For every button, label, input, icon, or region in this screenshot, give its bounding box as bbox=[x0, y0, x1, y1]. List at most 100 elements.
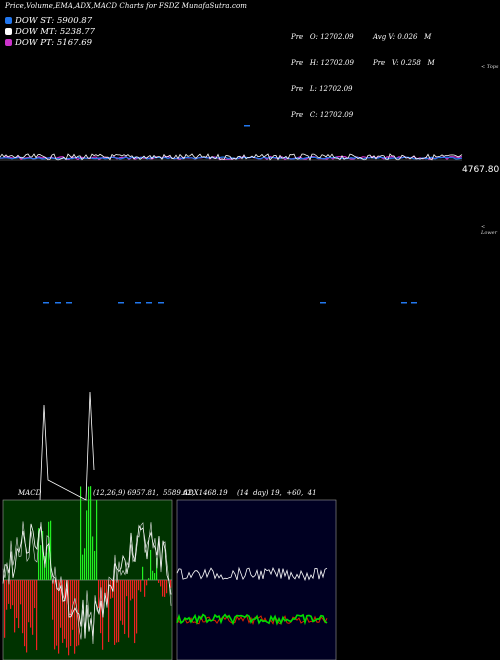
macd-histogram-bar bbox=[88, 486, 90, 580]
marker-dash bbox=[43, 302, 49, 304]
macd-histogram-bar bbox=[26, 580, 28, 653]
macd-histogram-bar bbox=[78, 580, 80, 646]
macd-histogram-bar bbox=[16, 580, 18, 619]
macd-histogram-bar bbox=[166, 580, 168, 594]
macd-histogram-bar bbox=[100, 580, 102, 634]
macd-histogram-bar bbox=[6, 580, 8, 610]
ohlc-open: Pre O: 12702.09 bbox=[291, 33, 354, 42]
legend-item-st: DOW ST: 5900.87 bbox=[5, 16, 95, 27]
macd-histogram-bar bbox=[142, 566, 144, 580]
macd-histogram-bar bbox=[42, 531, 44, 580]
macd-histogram-bar bbox=[38, 528, 40, 580]
marker-dash bbox=[55, 302, 61, 304]
macd-histogram-bar bbox=[162, 580, 164, 597]
ohlc-low: Pre L: 12702.09 bbox=[291, 84, 353, 93]
legend-label-pt: DOW PT: 5167.69 bbox=[15, 38, 93, 48]
adx-line bbox=[176, 566, 328, 582]
macd-histogram-bar bbox=[86, 510, 88, 580]
macd-histogram-bar bbox=[114, 580, 116, 645]
macd-histogram-bar bbox=[152, 570, 154, 580]
macd-histogram-bar bbox=[62, 580, 64, 643]
macd-panel bbox=[2, 391, 173, 660]
marker-dash bbox=[411, 302, 417, 304]
macd-histogram-bar bbox=[82, 554, 84, 580]
adx-params: (14 day) 19, +60, 41 bbox=[237, 489, 317, 497]
macd-histogram-bar bbox=[8, 580, 10, 604]
legend-swatch-pt bbox=[5, 39, 12, 46]
axis-note-tops: < Tops bbox=[481, 64, 499, 70]
macd-histogram-bar bbox=[24, 580, 26, 647]
macd-histogram-bar bbox=[46, 552, 48, 580]
marker-dash bbox=[244, 125, 250, 127]
macd-histogram-bar bbox=[90, 486, 92, 580]
macd-histogram-bar bbox=[108, 580, 110, 642]
macd-histogram-bar bbox=[34, 580, 36, 609]
macd-histogram-bar bbox=[156, 558, 158, 580]
macd-histogram-bar bbox=[158, 580, 160, 583]
macd-histogram-bar bbox=[120, 580, 122, 621]
adx-label: ADX bbox=[183, 489, 199, 497]
macd-histogram-bar bbox=[52, 580, 54, 620]
macd-signal-line bbox=[2, 521, 172, 645]
macd-histogram-bar bbox=[112, 580, 114, 598]
macd-histogram-bar bbox=[54, 580, 56, 650]
legend-swatch-st bbox=[5, 17, 12, 24]
price-layer bbox=[0, 125, 463, 304]
adx-plus-di-line bbox=[176, 613, 328, 626]
macd-histogram-bar bbox=[150, 549, 152, 580]
marker-dash bbox=[66, 302, 72, 304]
macd-histogram-bar bbox=[18, 580, 20, 629]
macd-histogram-bar bbox=[164, 580, 166, 597]
macd-histogram-bar bbox=[94, 550, 96, 580]
macd-histogram-bar bbox=[84, 548, 86, 580]
macd-histogram-bar bbox=[160, 580, 162, 587]
marker-dash bbox=[135, 302, 141, 304]
macd-histogram-bar bbox=[144, 580, 146, 597]
macd-histogram-bar bbox=[76, 580, 78, 647]
volume-block: Avg V: 0.026 M Pre V: 0.258 M bbox=[373, 16, 435, 76]
legend-label-st: DOW ST: 5900.87 bbox=[15, 16, 93, 26]
macd-histogram-bar bbox=[132, 580, 134, 599]
avg-volume: Avg V: 0.026 M bbox=[373, 33, 432, 42]
macd-histogram-bar bbox=[154, 573, 156, 580]
macd-histogram-bar bbox=[96, 499, 98, 580]
ohlc-block: Pre O: 12702.09 Pre H: 12702.09 Pre L: 1… bbox=[291, 16, 354, 128]
macd-histogram-bar bbox=[104, 580, 106, 597]
macd-histogram-bar bbox=[138, 580, 140, 591]
macd-histogram-bar bbox=[56, 580, 58, 646]
macd-histogram-bar bbox=[68, 580, 70, 656]
macd-histogram-bar bbox=[122, 580, 124, 625]
marker-dash bbox=[146, 302, 152, 304]
macd-label: MACD bbox=[18, 489, 42, 497]
legend-item-mt: DOW MT: 5238.77 bbox=[5, 27, 95, 38]
marker-dash bbox=[401, 302, 407, 304]
macd-histogram-bar bbox=[36, 580, 38, 651]
macd-histogram-bar bbox=[146, 580, 148, 586]
macd-spike-line bbox=[39, 391, 95, 501]
marker-dash bbox=[320, 302, 326, 304]
macd-histogram-bar bbox=[66, 580, 68, 648]
last-price-label: 4767.80 bbox=[462, 165, 500, 175]
macd-histogram-bar bbox=[148, 578, 150, 580]
macd-histogram-bar bbox=[20, 580, 22, 605]
macd-histogram-bar bbox=[124, 580, 126, 634]
macd-histogram-bar bbox=[58, 580, 60, 654]
marker-dash bbox=[118, 302, 124, 304]
macd-histogram-bar bbox=[136, 580, 138, 634]
macd-histogram-bar bbox=[134, 580, 136, 644]
marker-dash bbox=[158, 302, 164, 304]
macd-histogram-bar bbox=[128, 580, 130, 638]
macd-histogram-bar bbox=[98, 580, 100, 609]
macd-histogram-bar bbox=[74, 580, 76, 654]
ohlc-high: Pre H: 12702.09 bbox=[291, 58, 354, 67]
macd-histogram-bar bbox=[72, 580, 74, 630]
macd-histogram-bar bbox=[22, 580, 24, 634]
macd-histogram-bar bbox=[92, 536, 94, 580]
macd-histogram-bar bbox=[126, 580, 128, 597]
macd-histogram-bar bbox=[12, 580, 14, 606]
macd-histogram-bar bbox=[140, 580, 142, 592]
macd-histogram-bar bbox=[110, 580, 112, 599]
macd-histogram-bar bbox=[4, 580, 6, 638]
axis-note-lower: < Lower bbox=[481, 224, 497, 236]
